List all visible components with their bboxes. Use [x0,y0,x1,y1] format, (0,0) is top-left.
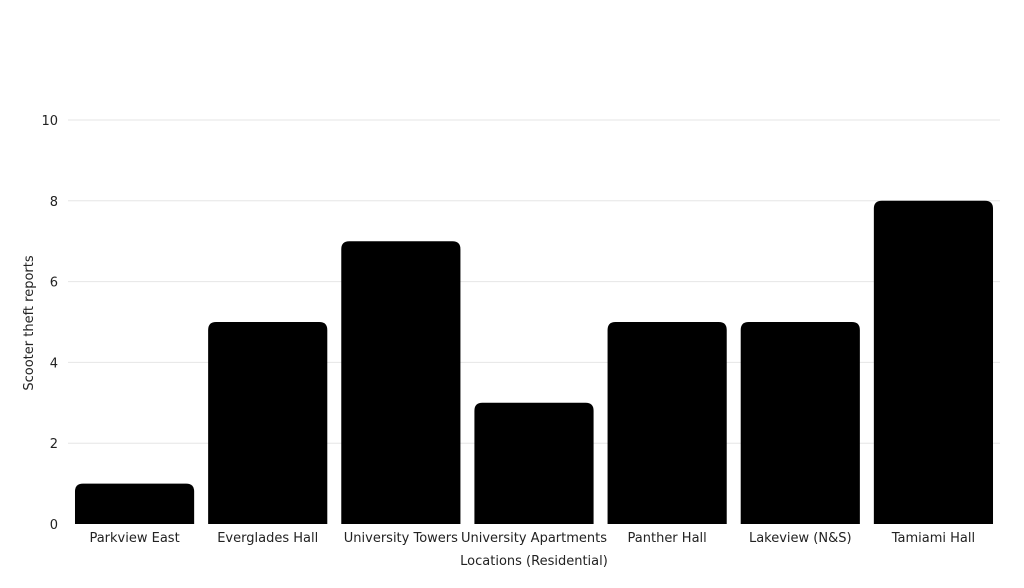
y-tick-label: 0 [50,518,58,533]
y-tick-label: 2 [50,437,58,452]
gridlines [68,119,1000,444]
bar [873,200,994,525]
y-tick-label: 4 [50,356,58,371]
bar [341,241,461,524]
x-tick-label: Everglades Hall [217,531,318,546]
x-tick-label: University Apartments [461,531,607,546]
x-tick-label: Panther Hall [628,531,707,546]
x-tick-label: Tamiami Hall [891,531,975,546]
bar [474,402,594,524]
bars [74,200,994,525]
x-tick-label: Lakeview (N&S) [749,531,852,546]
bar [208,322,328,524]
y-tick-label: 10 [41,114,58,129]
bar [607,322,727,524]
y-tick-label: 6 [50,276,58,291]
y-tick-label: 8 [50,195,58,210]
x-axis-ticks: Parkview East Everglades Hall University T… [89,531,975,546]
bar [74,483,195,524]
x-tick-label: University Towers [344,531,458,546]
x-tick-label: Parkview East [89,531,179,546]
bar [740,322,860,524]
y-axis-ticks: 0 2 4 6 8 10 [41,114,58,533]
y-axis-title: Scooter theft reports [22,255,37,390]
x-axis-title: Locations (Residential) [460,554,608,569]
